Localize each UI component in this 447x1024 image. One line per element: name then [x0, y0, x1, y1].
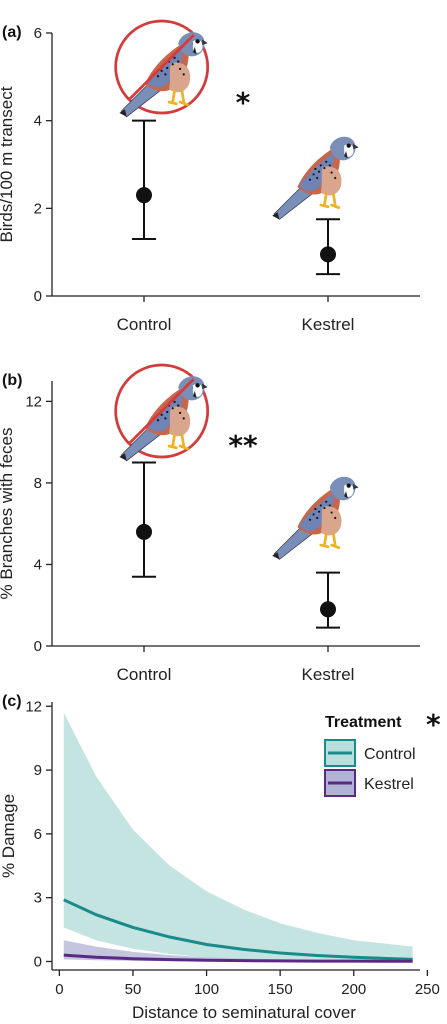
kestrel-figure: [270, 475, 360, 561]
legend-title: Treatment: [325, 714, 402, 731]
y-tick-label: 8: [34, 475, 42, 492]
category-label-kestrel: Kestrel: [302, 665, 355, 684]
x-tick-label: 100: [194, 981, 219, 998]
confidence-band-kestrel: [63, 940, 413, 962]
significance-marker: *: [236, 86, 251, 119]
panel-letter: (a): [2, 24, 22, 41]
panel-c-chart: 0 3 6 9 12 0 50 100 150 200 250 Distance to seminat…: [0, 693, 441, 1022]
mean-point-control: [136, 523, 152, 540]
prohibit-slash: [128, 33, 195, 101]
series-line-control: [63, 898, 413, 961]
y-tick-label: 4: [34, 556, 42, 573]
kestrel-figure: [270, 135, 360, 221]
y-axis-title: % Damage: [0, 794, 18, 878]
panel-a-chart: 0 2 4 6 Control Kestrel Birds/100 m transect (a…: [0, 19, 420, 334]
confidence-band-control: [63, 712, 413, 962]
x-axis-title: Distance to seminatural cover: [132, 1003, 356, 1022]
y-tick-label: 4: [34, 113, 42, 130]
panel-letter: (c): [2, 693, 22, 710]
panel-b-chart: 0 4 8 12 Control Kestrel % Branches with feces…: [0, 363, 420, 684]
legend-significance-marker: *: [426, 708, 441, 741]
x-tick-label: 250: [415, 981, 440, 998]
legend-label-kestrel: Kestrel: [364, 776, 414, 793]
kestrel-icon: [270, 135, 360, 221]
y-tick-label: 0: [34, 288, 42, 305]
category-label-kestrel: Kestrel: [302, 315, 355, 334]
prohibit-slash: [128, 377, 195, 445]
y-axis-title: % Branches with feces: [0, 428, 16, 600]
category-label-control: Control: [117, 665, 172, 684]
y-tick-label: 6: [34, 25, 42, 42]
category-label-control: Control: [117, 315, 172, 334]
legend: Treatment * Control Kestrel: [324, 708, 441, 797]
y-tick-label: 0: [34, 638, 42, 655]
y-tick-label: 2: [34, 200, 42, 217]
mean-point-control: [136, 187, 152, 204]
x-tick-label: 200: [341, 981, 366, 998]
y-tick-label: 12: [25, 393, 42, 410]
panel-letter: (b): [2, 372, 22, 389]
y-axis-title: Birds/100 m transect: [0, 86, 16, 242]
y-tick-label: 12: [25, 698, 42, 715]
legend-label-control: Control: [364, 746, 416, 763]
significance-marker: **: [228, 429, 258, 462]
x-tick-label: 50: [125, 981, 142, 998]
kestrel-prohibited-icon: [114, 19, 210, 119]
series-line-kestrel: [63, 953, 413, 963]
y-tick-label: 0: [34, 953, 42, 970]
x-tick-label: 150: [268, 981, 293, 998]
mean-point-kestrel: [320, 601, 336, 618]
kestrel-prohibited-icon: [114, 363, 210, 463]
x-tick-label: 0: [55, 981, 63, 998]
y-tick-label: 6: [34, 826, 42, 843]
y-tick-label: 3: [34, 890, 42, 907]
kestrel-icon: [270, 475, 360, 561]
y-tick-label: 9: [34, 762, 42, 779]
mean-point-kestrel: [320, 246, 336, 263]
